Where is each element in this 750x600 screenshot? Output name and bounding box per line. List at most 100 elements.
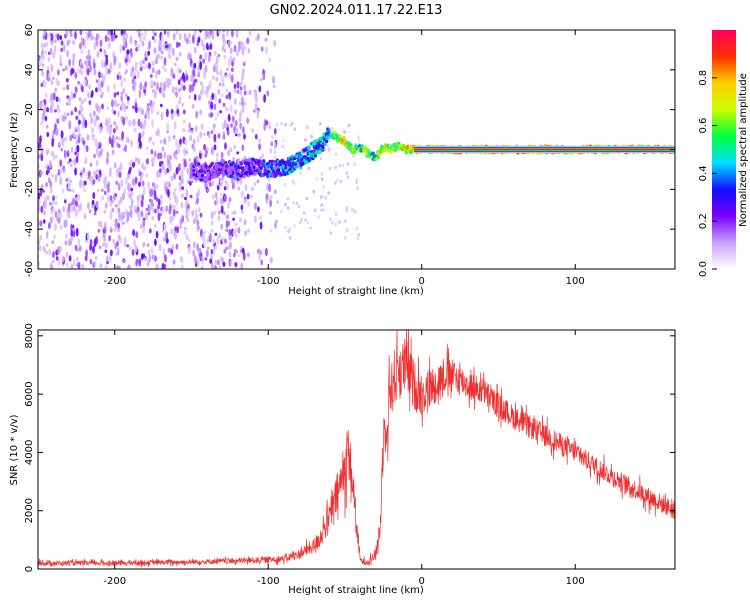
spectrogram-noise-blob [229, 147, 233, 153]
spectrogram-noise-blob [79, 179, 82, 188]
spectrogram-noise-blob [95, 236, 98, 245]
spectrogram-noise-blob [91, 133, 95, 141]
spectrogram-noise-blob [212, 127, 216, 133]
spectrogram-noise-blob [169, 43, 172, 51]
spectrogram-noise-blob [192, 249, 196, 257]
spectrogram-noise-blob [355, 177, 359, 182]
spectrogram-noise-blob [128, 264, 131, 269]
spectrogram-noise-blob [237, 226, 241, 234]
spectrogram-noise-blob [66, 102, 69, 106]
spectrogram-noise-blob [226, 181, 229, 190]
spectrogram-noise-blob [234, 119, 238, 127]
spectrogram-noise-blob [68, 120, 72, 130]
spectrogram-signal-cell [317, 141, 321, 146]
spectrogram-noise-blob [236, 81, 240, 89]
spectrogram-noise-blob [161, 146, 165, 152]
spectrogram-noise-blob [104, 249, 108, 253]
spectrogram-noise-blob [187, 39, 191, 44]
spectrogram-noise-blob [153, 90, 157, 99]
spectrogram-noise-blob [90, 90, 94, 97]
spectrogram-noise-blob [124, 40, 128, 49]
spectrogram-noise-blob [182, 120, 186, 124]
spectrogram-noise-blob [334, 165, 338, 170]
spectrogram-noise-blob [83, 188, 86, 192]
spectrogram-noise-blob [65, 178, 69, 183]
spectrogram-noise-blob [247, 228, 250, 233]
spectrogram-noise-blob [158, 86, 162, 94]
spectrogram-noise-blob [174, 188, 177, 192]
spectrogram-signal-cell [248, 171, 252, 176]
colorbar-tick-label: 0.2 [698, 213, 709, 229]
spectrogram-noise-blob [158, 243, 162, 252]
spectrogram-noise-blob [159, 194, 163, 199]
spectrogram-noise-blob [263, 94, 266, 103]
spectrogram-noise-blob [44, 115, 48, 122]
spectrogram-noise-blob [96, 116, 100, 121]
spectrogram-noise-blob [182, 128, 186, 133]
spectrogram-y-ticks: -60 -40 -20 0 20 40 60 [24, 24, 675, 277]
spectrogram-noise-blob [38, 239, 41, 246]
spectrogram-noise-blob [51, 99, 54, 108]
spectrogram-noise-blob [75, 115, 79, 120]
spectrogram-noise-blob [40, 82, 44, 88]
spectrogram-noise-blob [108, 117, 111, 125]
spectrogram-noise-blob [82, 144, 86, 148]
spectrogram-noise-blob [62, 87, 66, 91]
spectrogram-noise-blob [175, 41, 179, 49]
spectrogram-noise-blob [137, 43, 141, 52]
spectrogram-noise-blob [214, 192, 218, 199]
spectrogram-noise-blob [120, 91, 124, 95]
spectrogram-noise-blob [46, 65, 50, 71]
spectrogram-noise-blob [199, 30, 202, 33]
spectrogram-noise-blob [194, 212, 198, 222]
spectrogram-noise-blob [270, 256, 273, 264]
spectrogram-noise-blob [166, 238, 169, 244]
spectrogram-noise-blob [113, 57, 116, 66]
spectrogram-noise-blob [186, 167, 190, 174]
spectrogram-noise-blob [137, 106, 141, 112]
spectrogram-y-tick-label: 0 [24, 146, 35, 152]
spectrogram-noise-blob [283, 182, 287, 187]
spectrogram-noise-blob [52, 92, 56, 101]
spectrogram-noise-blob [126, 244, 129, 248]
spectrogram-noise-blob [110, 30, 113, 36]
spectrogram-noise-blob [61, 137, 65, 146]
spectrogram-noise-blob [107, 68, 111, 75]
spectrogram-noise-blob [298, 171, 302, 175]
spectrogram-noise-blob [158, 172, 162, 178]
spectrogram-noise-blob [200, 89, 203, 96]
spectrogram-noise-blob [247, 252, 250, 258]
spectrogram-noise-blob [84, 119, 88, 129]
spectrogram-noise-blob [93, 41, 97, 51]
spectrogram-noise-blob [109, 195, 113, 201]
spectrogram-noise-blob [74, 86, 78, 93]
spectrogram-noise-blob [175, 149, 178, 155]
spectrogram-noise-blob [93, 61, 96, 70]
spectrogram-noise-blob [115, 124, 119, 131]
spectrogram-noise-blob [52, 251, 55, 259]
spectrogram-noise-blob [111, 149, 115, 155]
spectrogram-noise-blob [119, 236, 123, 244]
spectrogram-noise-blob [55, 256, 59, 261]
spectrogram-noise-blob [268, 125, 272, 130]
spectrogram-noise-blob [102, 228, 106, 234]
spectrogram-noise-blob [253, 181, 257, 187]
spectrogram-noise-blob [168, 55, 172, 59]
spectrogram-noise-blob [53, 234, 56, 239]
spectrogram-noise-blob [156, 110, 160, 116]
spectrogram-noise-blob [239, 110, 243, 119]
spectrogram-signal-cell [192, 172, 196, 177]
spectrogram-noise-blob [217, 30, 221, 35]
spectrogram-noise-blob [147, 249, 151, 255]
spectrogram-noise-blob [210, 211, 214, 220]
spectrogram-noise-blob [209, 80, 212, 89]
spectrogram-noise-blob [43, 105, 47, 113]
spectrogram-noise-blob [228, 72, 232, 80]
spectrogram-noise-blob [175, 210, 179, 214]
spectrogram-noise-blob [38, 199, 41, 205]
snr-x-ticks: -200 -100 0 100 [103, 330, 585, 587]
spectrogram-noise-blob [192, 68, 196, 77]
spectrogram-noise-blob [138, 132, 142, 140]
spectrogram-signal-cell [338, 134, 342, 139]
